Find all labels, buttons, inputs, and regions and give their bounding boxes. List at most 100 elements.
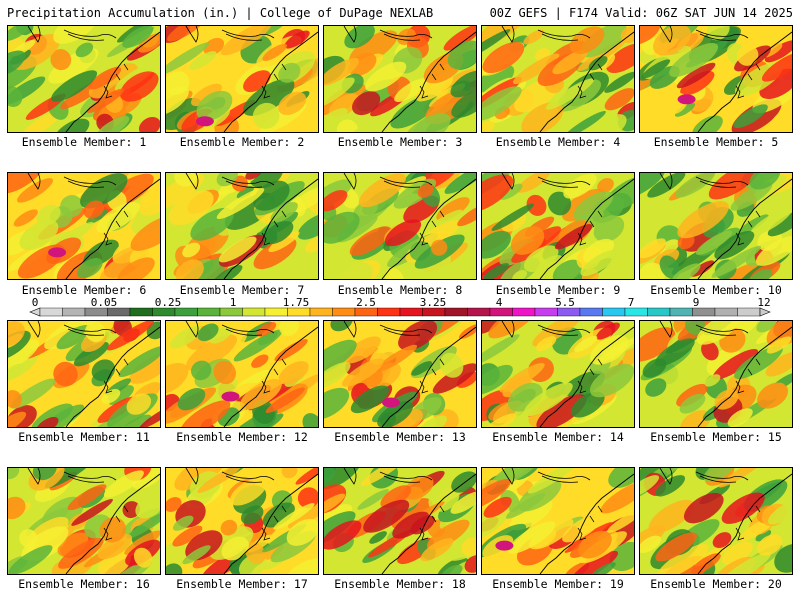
coastline [381, 473, 476, 574]
scale-swatch [624, 307, 648, 317]
scale-swatch [714, 307, 738, 317]
scale-swatch [557, 307, 581, 317]
ensemble-member-map [7, 320, 161, 428]
precip-field [166, 26, 318, 132]
great-lakes-outline [501, 173, 591, 190]
ensemble-member-map [639, 172, 793, 280]
bay-outline [735, 358, 761, 394]
great-lakes-outline [343, 26, 433, 43]
scale-tick-label: 9 [692, 296, 700, 309]
scale-swatch [467, 307, 491, 317]
coastline [539, 473, 634, 574]
ensemble-member-map [481, 25, 635, 133]
ensemble-member-label: Ensemble Member: 13 [334, 430, 466, 444]
scale-swatch [62, 307, 86, 317]
scale-swatch [332, 307, 356, 317]
scale-swatch [39, 307, 63, 317]
ensemble-member-label: Ensemble Member: 15 [650, 430, 782, 444]
precip-field [640, 26, 792, 132]
scale-swatch [152, 307, 176, 317]
scale-swatch [579, 307, 603, 317]
scale-tick-label: 1.75 [282, 296, 310, 309]
bay-outline [419, 63, 445, 99]
scale-swatch [512, 307, 536, 317]
coastline [381, 31, 476, 132]
ensemble-member-label: Ensemble Member: 19 [492, 577, 624, 591]
precip-field [324, 468, 476, 574]
great-lakes-outline [27, 173, 117, 190]
coastline [223, 473, 318, 574]
scale-swatch [309, 307, 333, 317]
ensemble-member-map [7, 25, 161, 133]
ensemble-member-map [165, 320, 319, 428]
ensemble-member-label: Ensemble Member: 3 [337, 135, 463, 149]
scale-swatch [444, 307, 468, 317]
ensemble-member-map [7, 172, 161, 280]
ensemble-member-map [481, 320, 635, 428]
ensemble-member-map [7, 467, 161, 575]
ensemble-member-map [323, 320, 477, 428]
precip-field [324, 173, 476, 279]
great-lakes-outline [501, 26, 591, 43]
scale-tick-label: 2.5 [356, 296, 376, 309]
great-lakes-outline [501, 321, 591, 338]
scale-swatch [174, 307, 198, 317]
coastline [65, 31, 160, 132]
bay-outline [735, 505, 761, 541]
ensemble-member-map [323, 172, 477, 280]
great-lakes-outline [185, 173, 275, 190]
bay-outline [103, 505, 129, 541]
ensemble-member-label: Ensemble Member: 12 [176, 430, 308, 444]
precip-field [482, 321, 634, 427]
coastline [697, 473, 792, 574]
precip-field [640, 468, 792, 574]
bay-outline [103, 358, 129, 394]
scale-swatch [602, 307, 626, 317]
precip-field [8, 173, 160, 279]
ensemble-member-label: Ensemble Member: 2 [179, 135, 305, 149]
scale-tick-label: 7 [627, 296, 635, 309]
bay-outline [261, 210, 287, 246]
scale-swatch [647, 307, 671, 317]
ensemble-member-label: Ensemble Member: 7 [179, 283, 305, 297]
ensemble-member-label: Ensemble Member: 17 [176, 577, 308, 591]
coastline [539, 178, 634, 279]
scale-swatch [287, 307, 311, 317]
coastline [381, 326, 476, 427]
bay-outline [419, 210, 445, 246]
great-lakes-outline [185, 321, 275, 338]
bay-outline [261, 358, 287, 394]
precip-field [166, 468, 318, 574]
bay-outline [419, 505, 445, 541]
scale-swatch [399, 307, 423, 317]
scale-swatch [242, 307, 266, 317]
scale-swatch [534, 307, 558, 317]
ensemble-member-label: Ensemble Member: 8 [337, 283, 463, 297]
precip-field [8, 468, 160, 574]
scale-tick-label: 0 [31, 296, 39, 309]
scale-swatch [219, 307, 243, 317]
ensemble-member-label: Ensemble Member: 10 [650, 283, 782, 297]
scale-swatch [84, 307, 108, 317]
great-lakes-outline [27, 468, 117, 485]
precip-field [166, 321, 318, 427]
scale-min-arrow [29, 307, 41, 317]
ensemble-member-label: Ensemble Member: 11 [18, 430, 150, 444]
ensemble-member-label: Ensemble Member: 9 [495, 283, 621, 297]
ensemble-member-label: Ensemble Member: 1 [21, 135, 147, 149]
scale-tick-label: 3.25 [419, 296, 447, 309]
bay-outline [103, 63, 129, 99]
great-lakes-outline [501, 468, 591, 485]
precip-field [166, 173, 318, 279]
bay-outline [577, 358, 603, 394]
ensemble-member-label: Ensemble Member: 16 [18, 577, 150, 591]
scale-tick-label: 1 [229, 296, 237, 309]
bay-outline [577, 63, 603, 99]
ensemble-member-map [639, 320, 793, 428]
map-title: Precipitation Accumulation (in.) | Colle… [7, 6, 434, 20]
ensemble-member-label: Ensemble Member: 14 [492, 430, 624, 444]
bay-outline [577, 210, 603, 246]
ensemble-member-map [165, 467, 319, 575]
ensemble-member-map [323, 467, 477, 575]
bay-outline [261, 63, 287, 99]
